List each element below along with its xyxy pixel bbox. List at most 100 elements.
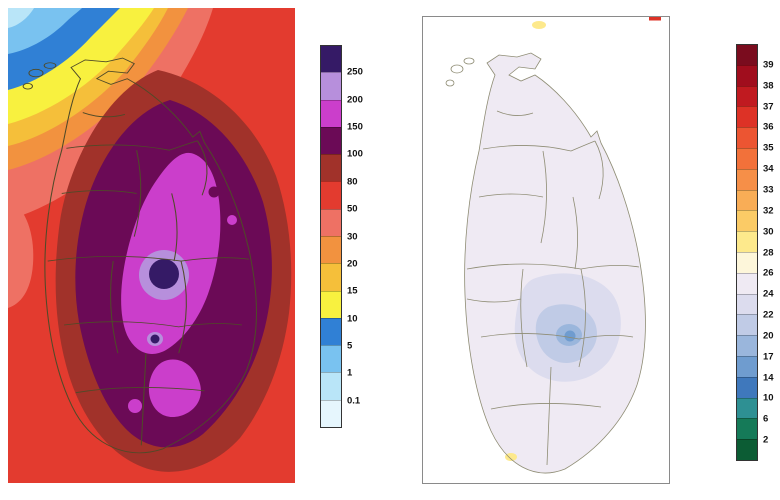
islet [445, 79, 455, 87]
contour-level-150-200-spot [227, 215, 237, 225]
district-boundary [572, 196, 578, 270]
district-boundary [466, 263, 640, 270]
colorbar-tick-label: 1 [347, 367, 353, 379]
colorbar-tick-label: 32 [763, 205, 774, 217]
district-boundary [196, 140, 208, 196]
colorbar-block [321, 235, 341, 264]
colorbar-tick-label: 50 [347, 203, 358, 215]
colorbar-block [321, 181, 341, 209]
colorbar-block [737, 189, 757, 211]
district-boundary [466, 298, 522, 303]
colorbar-tick-label: 80 [347, 176, 358, 188]
district-boundary [482, 140, 596, 152]
colorbar-block [737, 147, 757, 169]
colorbar-tick-label: 6 [763, 413, 769, 425]
sri-lanka-outline [464, 52, 646, 474]
colorbar-tick-label: 34 [763, 163, 774, 175]
district-boundary [140, 353, 147, 446]
islet [463, 57, 475, 65]
colorbar-tick-label: 38 [763, 80, 774, 92]
district-boundary [178, 260, 187, 354]
colorbar-block [737, 45, 757, 65]
district-boundary [480, 333, 634, 340]
islet [450, 64, 464, 74]
contour-level-250-core [149, 259, 179, 289]
colorbar-block [737, 231, 757, 252]
contour-level-150-200-spot2 [128, 399, 142, 413]
sri-lanka-outline [44, 57, 258, 454]
colorbar-block [737, 251, 757, 273]
colorbar-tick-label: 24 [763, 288, 774, 300]
colorbar-tick-label: 0.1 [347, 395, 361, 407]
colorbar-block [321, 372, 341, 400]
colorbar-block [737, 355, 757, 377]
colorbar-block [321, 208, 341, 236]
colorbar-block [737, 293, 757, 315]
colorbar-block [737, 64, 757, 86]
colorbar-tick-label: 36 [763, 121, 774, 133]
colorbar-tick-label: 22 [763, 309, 774, 321]
colorbar-block [737, 127, 757, 148]
district-boundary [82, 112, 126, 118]
district-boundary [171, 193, 178, 262]
edge-artifact-yellow-south [505, 453, 517, 461]
colorbar-tick-label: 20 [763, 330, 774, 342]
colorbar-block [737, 314, 757, 336]
colorbar-tick-label: 33 [763, 184, 774, 196]
colorbar-block [737, 397, 757, 419]
colorbar-tick-label: 37 [763, 101, 774, 113]
district-boundary [578, 268, 586, 368]
temperature-colorbar-blocks [736, 44, 758, 461]
colorbar-block [737, 85, 757, 107]
contour-level-0.1-1 [8, 8, 34, 28]
edge-artifact-yellow-top [532, 21, 546, 29]
colorbar-tick-label: 35 [763, 142, 774, 154]
colorbar-block [321, 46, 341, 73]
colorbar-block [737, 272, 757, 294]
district-boundary [490, 403, 602, 410]
right-map-boundaries [445, 52, 646, 474]
colorbar-tick-label: 17 [763, 351, 774, 363]
temperature-colorbar-labels: 39 38 37 36 35 34 33 32 30 28 26 24 22 20 17 14 10 6 2 [763, 44, 780, 461]
colorbar-tick-label: 10 [347, 313, 358, 325]
contour-level-30-50-west-patch [8, 198, 34, 308]
colorbar-tick-label: 15 [347, 285, 358, 297]
colorbar-block [321, 99, 341, 127]
colorbar-block [321, 126, 341, 155]
left-map-panel [8, 8, 295, 483]
colorbar-tick-label: 20 [347, 258, 358, 270]
district-boundary [540, 150, 547, 244]
district-boundary [594, 140, 604, 200]
colorbar-block [321, 72, 341, 100]
contour-level-1-5 [8, 8, 82, 54]
colorbar-block [321, 345, 341, 373]
colorbar-tick-label: 39 [763, 59, 774, 71]
colorbar-tick-label: 200 [347, 94, 363, 106]
colorbar-block [321, 317, 341, 346]
colorbar-tick-label: 150 [347, 121, 363, 133]
district-boundary [75, 387, 205, 394]
colorbar-block [737, 418, 757, 440]
right-map-contours [423, 17, 669, 483]
colorbar-tick-label: 2 [763, 434, 769, 446]
colorbar-block [737, 376, 757, 398]
district-boundary [66, 140, 198, 151]
colorbar-tick-label: 250 [347, 66, 363, 78]
colorbar-block [737, 335, 757, 356]
colorbar-tick-label: 30 [763, 226, 774, 238]
colorbar-block [737, 106, 757, 128]
colorbar-tick-label: 100 [347, 148, 363, 160]
district-boundary [133, 150, 142, 237]
left-map-boundaries [22, 57, 258, 454]
district-boundary [63, 321, 242, 328]
district-boundary [496, 110, 534, 116]
district-boundary [61, 190, 137, 194]
district-boundary [47, 255, 250, 262]
edge-artifact-red [649, 17, 661, 21]
district-boundary [546, 366, 552, 466]
district-boundary [110, 261, 119, 354]
temperature-colorbar: 39 38 37 36 35 34 33 32 30 28 26 24 22 20 17 14 10 6 2 [736, 44, 780, 461]
colorbar-block [321, 290, 341, 318]
colorbar-block [737, 210, 757, 232]
colorbar-block [737, 168, 757, 190]
